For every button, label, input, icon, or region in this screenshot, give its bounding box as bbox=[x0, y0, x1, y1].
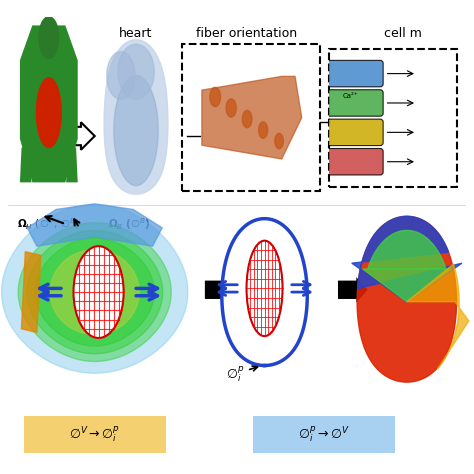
Text: $\mathbf{\Omega}_B$ ($\emptyset^B$): $\mathbf{\Omega}_B$ ($\emptyset^B$) bbox=[109, 216, 151, 232]
FancyArrow shape bbox=[205, 277, 235, 302]
FancyBboxPatch shape bbox=[24, 416, 166, 453]
FancyArrow shape bbox=[26, 122, 95, 150]
Text: cell m: cell m bbox=[384, 27, 422, 40]
Text: fiber orientation: fiber orientation bbox=[196, 27, 297, 40]
FancyArrow shape bbox=[338, 277, 368, 302]
Text: $\emptyset^V \rightarrow \emptyset_i^p$: $\emptyset^V \rightarrow \emptyset_i^p$ bbox=[69, 425, 120, 444]
Text: $\emptyset_i^p \rightarrow \emptyset^V$: $\emptyset_i^p \rightarrow \emptyset^V$ bbox=[298, 425, 350, 444]
Text: $\mathbf{\Omega}_H$ ($\emptyset^V$, $\emptyset^E$): $\mathbf{\Omega}_H$ ($\emptyset^V$, $\em… bbox=[17, 216, 79, 232]
FancyBboxPatch shape bbox=[253, 416, 395, 453]
Text: heart: heart bbox=[119, 27, 153, 40]
